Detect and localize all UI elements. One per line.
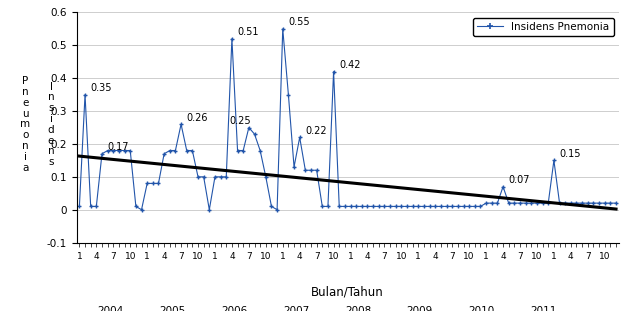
Text: 2007: 2007	[283, 306, 309, 311]
Insidens Pnemonia	[375, 205, 383, 208]
Text: 0.17: 0.17	[108, 142, 129, 152]
Insidens Pnemonia	[75, 205, 83, 208]
Text: 2005: 2005	[160, 306, 186, 311]
Text: 2009: 2009	[406, 306, 433, 311]
Insidens Pnemonia	[234, 149, 241, 152]
Text: 2008: 2008	[345, 306, 371, 311]
Text: 0.35: 0.35	[91, 83, 112, 93]
Text: I
n
s
i
d
e
n
s: I n s i d e n s	[48, 81, 54, 167]
Insidens Pnemonia	[138, 208, 145, 211]
Text: 0.07: 0.07	[508, 175, 530, 185]
Text: 0.25: 0.25	[229, 116, 251, 126]
Text: 0.51: 0.51	[237, 27, 259, 37]
Text: 2011: 2011	[530, 306, 556, 311]
Line: Insidens Pnemonia: Insidens Pnemonia	[77, 27, 618, 212]
Text: 0.26: 0.26	[187, 113, 208, 123]
Text: 2010: 2010	[468, 306, 494, 311]
Insidens Pnemonia	[358, 205, 366, 208]
Text: 0.15: 0.15	[560, 149, 581, 159]
Insidens Pnemonia	[279, 27, 286, 31]
Text: 0.42: 0.42	[339, 60, 360, 70]
Legend: Insidens Pnemonia: Insidens Pnemonia	[473, 18, 614, 36]
Insidens Pnemonia	[612, 201, 620, 205]
X-axis label: Bulan/Tahun: Bulan/Tahun	[311, 285, 384, 299]
Text: 0.22: 0.22	[306, 126, 327, 136]
Text: 2006: 2006	[221, 306, 248, 311]
Insidens Pnemonia	[318, 205, 326, 208]
Text: P
n
e
u
m
o
n
i
a: P n e u m o n i a	[20, 76, 31, 173]
Text: 2004: 2004	[98, 306, 124, 311]
Insidens Pnemonia	[578, 201, 586, 205]
Text: 0.55: 0.55	[288, 17, 310, 27]
Insidens Pnemonia	[154, 182, 162, 185]
